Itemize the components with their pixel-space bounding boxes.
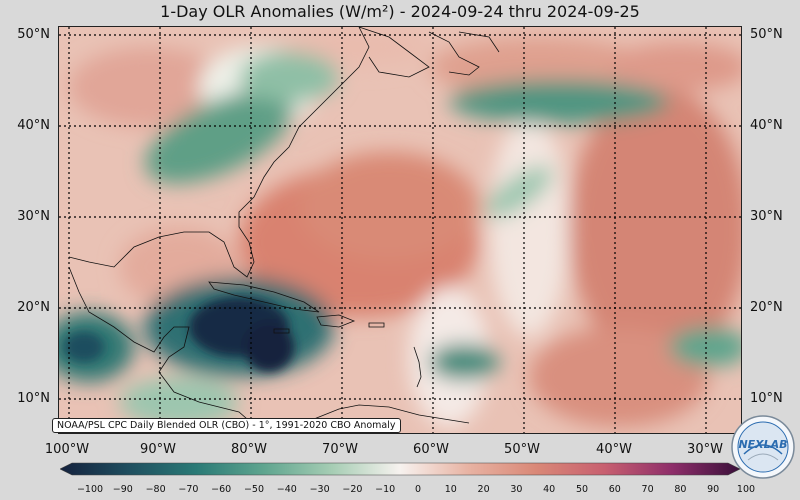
lat-label-right-10: 10°N — [750, 391, 783, 406]
lon-label-40w: 40°W — [596, 442, 632, 457]
lat-label-right-50: 50°N — [750, 27, 783, 42]
colorbar-tick-label: −30 — [309, 484, 330, 495]
map-canvas — [59, 27, 741, 433]
lon-label-80w: 80°W — [231, 442, 267, 457]
nexlab-logo-text: NEXLAB — [738, 438, 788, 451]
anomaly-core — [64, 297, 294, 372]
mexico-gulf-coast — [68, 266, 275, 433]
colorbar-tick-label: 100 — [736, 484, 756, 495]
lat-label-left-10: 10°N — [17, 391, 50, 406]
cuba — [208, 281, 320, 313]
colorbar-bar — [59, 462, 741, 476]
lat-label-right-40: 40°N — [750, 118, 783, 133]
colorbar-tick-label: −60 — [211, 484, 232, 495]
map-title: 1-Day OLR Anomalies (W/m²) - 2024-09-24 … — [160, 2, 640, 21]
south-america-coast — [298, 404, 470, 426]
lat-label-left-40: 40°N — [17, 118, 50, 133]
colorbar-tick-label: −90 — [112, 484, 133, 495]
colorbar-tick-label: −50 — [243, 484, 265, 495]
lon-label-70w: 70°W — [322, 442, 358, 457]
lon-label-60w: 60°W — [413, 442, 449, 457]
us-east-coast — [68, 27, 370, 278]
olr-anomaly-map — [58, 26, 742, 434]
colorbar-tick-label: 20 — [477, 484, 490, 495]
colorbar-gradient — [59, 462, 741, 476]
lat-label-left-20: 20°N — [17, 300, 50, 315]
colorbar-tick-label: 50 — [575, 484, 589, 495]
canada-coast — [358, 27, 500, 78]
colorbar-tick-label: −40 — [276, 484, 297, 495]
jamaica — [273, 328, 290, 334]
lon-label-100w: 100°W — [44, 442, 90, 457]
colorbar-tick-label: −10 — [375, 484, 396, 495]
colorbar: −100 −90 −80 −70 −60 −50 −40 −30 −20 −10 0 10 20 30 40… — [59, 462, 755, 498]
colorbar-tick-label: 80 — [674, 484, 687, 495]
lat-label-left-30: 30°N — [17, 209, 50, 224]
coastlines — [68, 27, 500, 433]
colorbar-tick-label: −100 — [76, 484, 104, 495]
lat-label-right-20: 20°N — [750, 300, 783, 315]
lat-label-right-30: 30°N — [750, 209, 783, 224]
colorbar-tick-label: −20 — [342, 484, 363, 495]
lesser-antilles — [413, 346, 422, 388]
anomaly-field — [59, 27, 741, 427]
hispaniola — [316, 314, 356, 328]
colorbar-tick-label: 70 — [641, 484, 654, 495]
nexlab-logo-icon — [731, 415, 795, 479]
colorbar-tick-label: 40 — [543, 484, 556, 495]
colorbar-tick-label: 90 — [707, 484, 720, 495]
colorbar-tick-label: −80 — [145, 484, 166, 495]
nexlab-logo: NEXLAB — [730, 414, 796, 480]
puerto-rico — [368, 322, 385, 328]
colorbar-tick-label: 60 — [608, 484, 621, 495]
graticule — [59, 27, 741, 433]
lat-label-left-50: 50°N — [17, 27, 50, 42]
colorbar-tick-label: 30 — [510, 484, 523, 495]
colorbar-tick-label: −70 — [178, 484, 199, 495]
lon-label-30w: 30°W — [687, 442, 723, 457]
lon-label-90w: 90°W — [140, 442, 176, 457]
lon-label-50w: 50°W — [504, 442, 540, 457]
colorbar-tick-label: 0 — [414, 484, 422, 495]
colorbar-tick-label: 10 — [444, 484, 457, 495]
data-credit-label: NOAA/PSL CPC Daily Blended OLR (CBO) - 1… — [52, 418, 401, 433]
